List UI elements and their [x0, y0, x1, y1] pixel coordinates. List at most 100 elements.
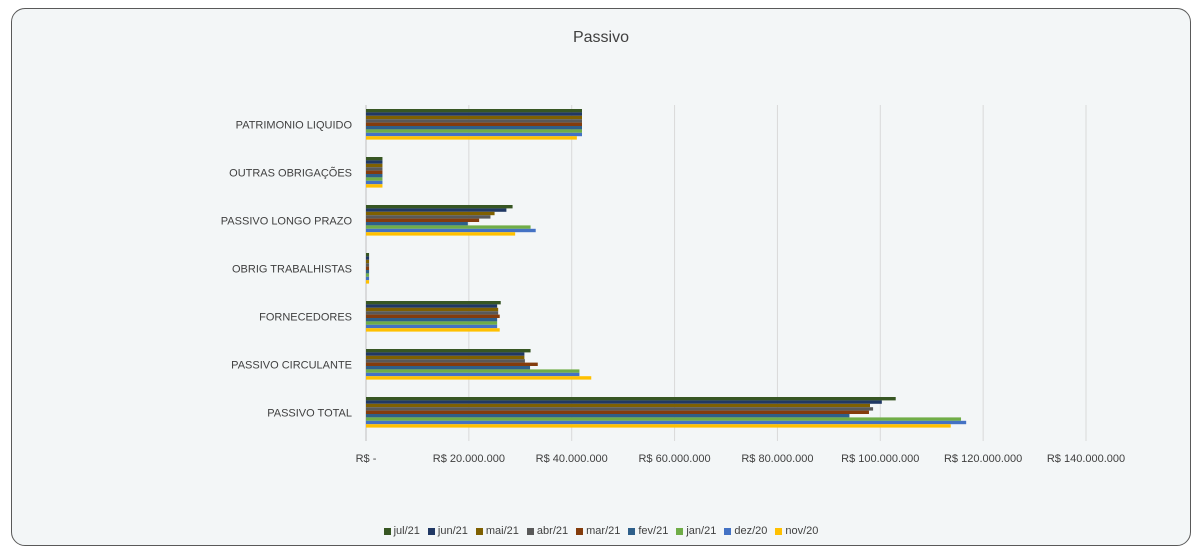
bar-abr-21 — [366, 311, 499, 315]
legend-item: dez/20 — [724, 525, 767, 537]
x-tick-label: R$ 40.000.000 — [536, 453, 608, 465]
bar-mar-21 — [366, 314, 500, 318]
category-label: FORNECEDORES — [259, 311, 352, 323]
bar-fev-21 — [366, 174, 383, 178]
legend-swatch — [427, 527, 435, 535]
category-label: PASSIVO CIRCULANTE — [231, 359, 352, 371]
legend-label: dez/20 — [734, 525, 768, 537]
legend-swatch — [628, 527, 636, 535]
bar-jun-21 — [366, 304, 498, 308]
bar-jan-21 — [366, 321, 498, 325]
bar-nov-20 — [366, 376, 592, 380]
bar-jun-21 — [366, 112, 582, 116]
bar-jul-21 — [366, 253, 370, 257]
category-label: PASSIVO LONGO PRAZO — [221, 215, 353, 227]
bar-abr-21 — [366, 263, 370, 267]
bar-mai-21 — [366, 403, 870, 408]
bar-mai-21 — [366, 307, 499, 312]
x-tick-label: R$ 140.000.000 — [1047, 453, 1125, 465]
category-label: PATRIMONIO LIQUIDO — [236, 119, 353, 131]
bar-fev-21 — [366, 318, 498, 322]
bar-jun-21 — [366, 400, 882, 404]
bar-mar-21 — [366, 170, 383, 174]
legend-swatch — [724, 527, 732, 535]
bar-jul-21 — [366, 109, 582, 113]
x-tick-label: R$ 60.000.000 — [638, 453, 710, 465]
bar-fev-21 — [366, 126, 582, 130]
legend-swatch — [676, 527, 684, 535]
legend-swatch — [475, 527, 483, 535]
legend-label: mar/21 — [586, 525, 621, 537]
legend-item: abr/21 — [526, 525, 569, 537]
bar-jan-21 — [366, 129, 582, 133]
bar-mai-21 — [366, 211, 495, 216]
bar-mar-21 — [366, 410, 869, 414]
bar-nov-20 — [366, 328, 500, 332]
legend-label: jun/21 — [437, 525, 468, 537]
bar-jun-21 — [366, 208, 507, 212]
bar-mai-21 — [366, 259, 370, 264]
bar-abr-21 — [366, 215, 491, 219]
bar-mar-21 — [366, 122, 582, 126]
bar-nov-20 — [366, 184, 383, 188]
bar-jul-21 — [366, 397, 896, 401]
bar-jul-21 — [366, 205, 513, 209]
bar-fev-21 — [366, 270, 370, 274]
bar-nov-20 — [366, 136, 577, 140]
bar-abr-21 — [366, 359, 525, 363]
bar-jul-21 — [366, 157, 383, 161]
bar-jul-21 — [366, 349, 531, 353]
bar-mar-21 — [366, 266, 370, 270]
bar-fev-21 — [366, 414, 850, 418]
bar-dez-20 — [366, 228, 536, 233]
bar-dez-20 — [366, 372, 580, 377]
legend-swatch — [383, 527, 391, 535]
legend-label: jan/21 — [686, 525, 717, 537]
legend-item: fev/21 — [628, 525, 668, 537]
bar-abr-21 — [366, 119, 582, 123]
bar-fev-21 — [366, 366, 531, 370]
x-tick-label: R$ 20.000.000 — [433, 453, 505, 465]
bar-mai-21 — [366, 355, 525, 360]
bar-dez-20 — [366, 132, 582, 137]
legend-item: jul/21 — [383, 525, 420, 537]
bar-jan-21 — [366, 273, 370, 277]
bar-jan-21 — [366, 225, 531, 229]
bar-abr-21 — [366, 407, 874, 411]
bar-jan-21 — [366, 177, 383, 181]
bar-mar-21 — [366, 362, 538, 366]
bar-jan-21 — [366, 369, 580, 373]
bar-chart: R$ - R$ 20.000.000 R$ 40.000.000 R$ 60.000.… — [221, 105, 1125, 465]
bar-mar-21 — [366, 218, 480, 222]
bar-nov-20 — [366, 232, 516, 236]
x-tick-label: R$ - — [356, 453, 377, 465]
chart-frame: Passivo R$ - R$ 20.000.000 R$ 40.000.000 R$… — [11, 8, 1191, 546]
bar-jun-21 — [366, 256, 370, 260]
bar-dez-20 — [366, 420, 967, 425]
chart-legend: jul/21 jun/21 mai/21 abr/21 mar/21 fev/21 jan/… — [12, 525, 1190, 537]
chart-title: Passivo — [572, 29, 630, 46]
bar-jan-21 — [366, 417, 962, 421]
legend-label: abr/21 — [536, 525, 569, 537]
x-tick-label: R$ 120.000.000 — [944, 453, 1022, 465]
category-label: PASSIVO TOTAL — [267, 407, 352, 419]
bar-mai-21 — [366, 163, 383, 168]
bar-dez-20 — [366, 324, 498, 329]
category-label: OBRIG TRABALHISTAS — [232, 263, 352, 275]
bar-jul-21 — [366, 301, 501, 305]
x-tick-label: R$ 80.000.000 — [741, 453, 813, 465]
legend-item: mai/21 — [475, 525, 519, 537]
legend-label: nov/20 — [785, 525, 819, 537]
legend-swatch — [526, 527, 534, 535]
legend-item: nov/20 — [775, 525, 818, 537]
legend-label: fev/21 — [638, 525, 669, 537]
legend-item: jan/21 — [676, 525, 716, 537]
legend-swatch — [775, 527, 783, 535]
x-tick-label: R$ 100.000.000 — [841, 453, 919, 465]
legend-label: mai/21 — [485, 525, 519, 537]
legend-item: jun/21 — [427, 525, 468, 537]
legend-swatch — [576, 527, 584, 535]
bar-dez-20 — [366, 180, 383, 185]
legend-label: jul/21 — [393, 525, 420, 537]
bar-dez-20 — [366, 276, 370, 281]
